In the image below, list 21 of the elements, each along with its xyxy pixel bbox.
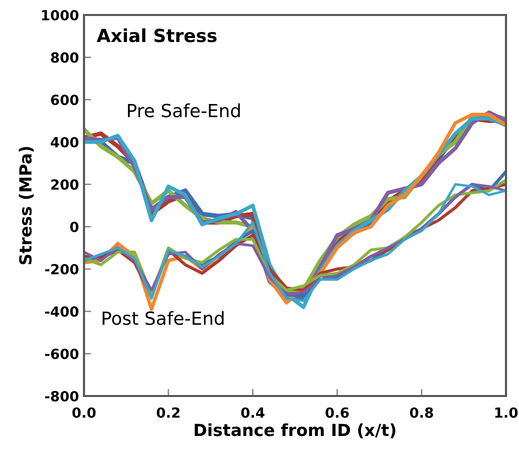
y-tick-label: -200 [45, 264, 78, 274]
text: Axial Stress [96, 28, 217, 42]
x-tick-label: 0.8 [410, 407, 434, 418]
y-tick-label: 200 [51, 179, 78, 190]
y-tick-label: 0 [70, 222, 78, 232]
y-tick-label: -800 [45, 390, 78, 402]
y-axis-title: Stress (MPa) [18, 146, 34, 264]
annotation: Post Safe-End [102, 311, 224, 326]
x-tick-label: 0.2 [156, 407, 180, 418]
x-tick-label: 1.0 [495, 407, 518, 418]
y-tick-label: 400 [50, 136, 78, 148]
y-tick-label: -400 [45, 306, 78, 317]
y-tick-label: 800 [50, 52, 78, 63]
y-tick-label: -600 [45, 348, 78, 360]
x-axis-title: Distance from ID (x/t) [194, 423, 396, 438]
x-tick-label: 0.0 [72, 407, 96, 418]
x-tick-label: 0.4 [241, 407, 264, 418]
x-tick-label: 0.6 [326, 407, 349, 418]
y-tick-label: 1000 [42, 10, 78, 20]
y-tick-label: 600 [51, 94, 78, 106]
annotation: Pre Safe-End [128, 103, 240, 118]
